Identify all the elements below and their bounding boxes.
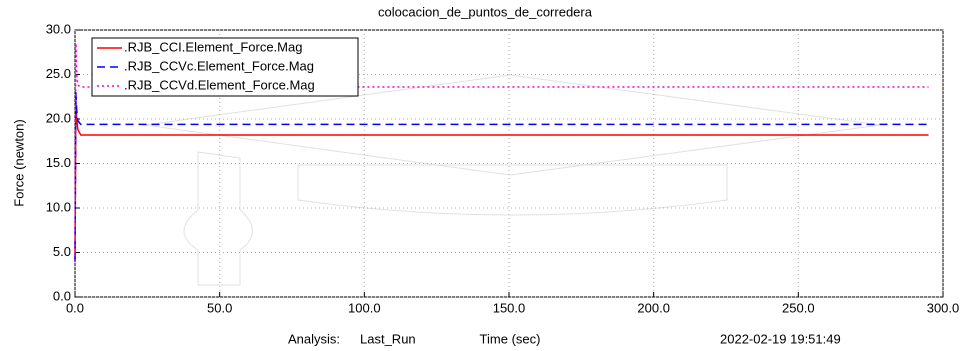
chart-title: colocacion_de_puntos_de_corredera <box>378 4 593 19</box>
x-axis-label: Time (sec) <box>480 331 541 346</box>
series-line <box>74 92 929 262</box>
x-tick-label: 200.0 <box>637 300 670 315</box>
y-tick-label: 10.0 <box>46 199 71 214</box>
y-tick-label: 0.0 <box>53 288 71 303</box>
y-tick-label: 20.0 <box>46 110 71 125</box>
legend-label: .RJB_CCVd.Element_Force.Mag <box>124 77 315 92</box>
legend-label: .RJB_CCVc.Element_Force.Mag <box>124 58 314 73</box>
x-tick-label: 300.0 <box>927 300 960 315</box>
x-tick-label: 100.0 <box>348 300 381 315</box>
series-line <box>74 101 929 262</box>
y-tick-label: 25.0 <box>46 66 71 81</box>
x-tick-label: 50.0 <box>207 300 232 315</box>
x-tick-label: 0.0 <box>66 300 84 315</box>
legend-box <box>91 37 359 97</box>
legend-label: .RJB_CCI.Element_Force.Mag <box>124 39 302 54</box>
x-tick-label: 250.0 <box>782 300 815 315</box>
y-axis-label: Force (newton) <box>11 119 26 206</box>
timestamp: 2022-02-19 19:51:49 <box>720 331 841 346</box>
series-line <box>74 43 929 262</box>
background-watermark <box>144 74 881 286</box>
y-tick-label: 15.0 <box>46 155 71 170</box>
y-tick-label: 30.0 <box>46 21 71 36</box>
x-tick-label: 150.0 <box>493 300 526 315</box>
analysis-name: Last_Run <box>360 331 416 346</box>
analysis-label: Analysis: <box>288 331 340 346</box>
y-tick-label: 5.0 <box>53 244 71 259</box>
